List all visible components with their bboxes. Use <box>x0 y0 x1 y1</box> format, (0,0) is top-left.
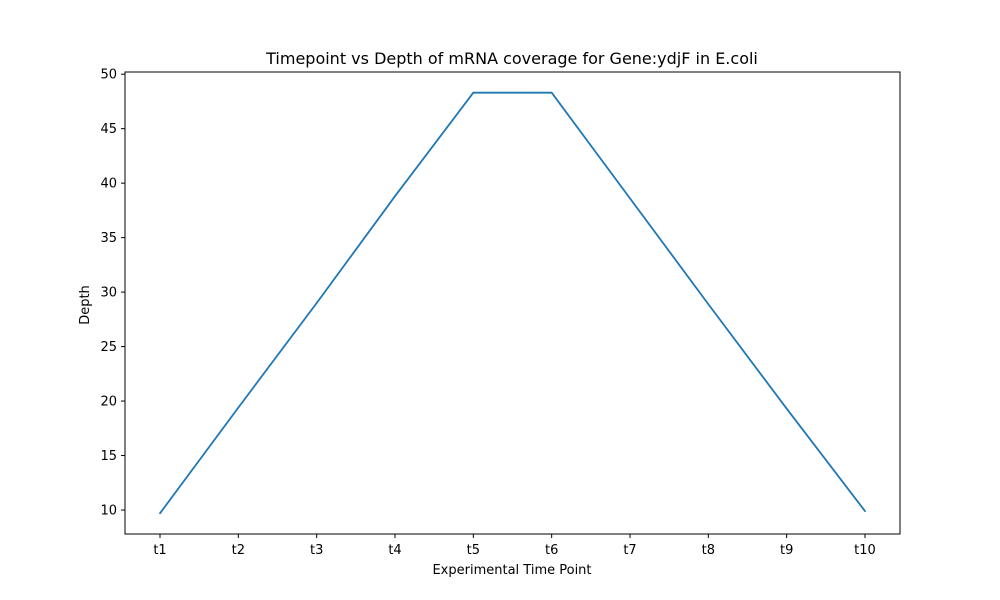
y-tick-label: 45 <box>100 122 117 137</box>
data-point <box>785 407 788 410</box>
y-tick-label: 25 <box>100 340 117 355</box>
y-tick-label: 20 <box>100 395 117 410</box>
series-line <box>159 91 866 514</box>
x-tick-label: t10 <box>854 543 876 558</box>
plot-area: 10 15 20 25 30 35 40 45 50 t1 t2 t3 t4 t5 t6 t7 t8 t9 t10 <box>100 68 901 558</box>
x-tick-label: t6 <box>545 543 558 558</box>
data-point <box>472 91 475 94</box>
x-tick-label: t4 <box>388 543 401 558</box>
x-tick-label: t3 <box>310 543 323 558</box>
y-tick-label: 40 <box>100 177 117 192</box>
y-tick-label: 30 <box>100 286 117 301</box>
y-tick-label: 10 <box>100 504 117 519</box>
x-tick-label: t1 <box>153 543 166 558</box>
x-tick-label: t7 <box>623 543 636 558</box>
x-axis-title: Experimental Time Point <box>432 563 591 578</box>
data-point <box>237 406 240 409</box>
y-tick-label: 50 <box>100 68 117 83</box>
data-point <box>864 510 866 513</box>
x-tick-label: t2 <box>232 543 245 558</box>
plot-frame <box>124 71 901 535</box>
data-point <box>707 303 710 305</box>
x-tick-label: t5 <box>467 543 480 558</box>
x-tick-label: t9 <box>780 543 793 558</box>
data-point <box>629 197 631 200</box>
data-point <box>394 195 396 198</box>
chart-title: Timepoint vs Depth of mRNA coverage for … <box>265 49 758 68</box>
y-axis-title: Depth <box>78 285 93 325</box>
x-tick-label: t8 <box>702 543 715 558</box>
y-tick-label: 15 <box>100 449 117 464</box>
data-point <box>550 91 553 94</box>
data-point <box>159 512 161 515</box>
data-point <box>315 302 318 304</box>
y-tick-label: 35 <box>100 231 117 246</box>
